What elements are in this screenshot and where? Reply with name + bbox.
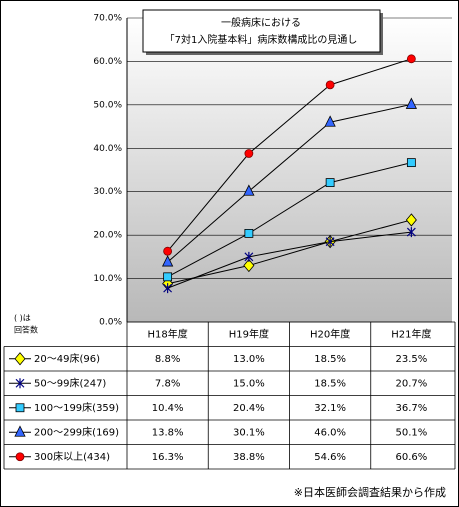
table-value: 50.1% [395, 427, 427, 438]
legend-label: 200～299床(169) [34, 425, 119, 438]
table-value: 13.8% [152, 427, 184, 438]
marker [405, 97, 418, 109]
marker [163, 272, 173, 282]
marker [405, 213, 417, 227]
table-value: 15.0% [233, 378, 265, 389]
table-value: 10.4% [152, 403, 184, 414]
marker [15, 452, 25, 462]
marker [14, 352, 26, 366]
legend-label: 100～199床(359) [34, 401, 119, 414]
table-value: 60.6% [395, 452, 427, 463]
series-line [167, 103, 412, 263]
title-box [142, 9, 381, 53]
marker [14, 425, 26, 437]
marker [243, 184, 255, 196]
series-line [167, 219, 412, 285]
marker [244, 149, 254, 158]
plot-area [127, 18, 452, 322]
marker [163, 246, 173, 256]
table-value: 46.0% [314, 427, 346, 438]
table-value: 38.8% [233, 452, 265, 463]
y-tick-label: 40.0% [93, 144, 122, 154]
series-line [167, 58, 412, 252]
marker [243, 258, 255, 273]
note: ( )は [14, 314, 31, 323]
y-tick-label: 30.0% [93, 187, 122, 197]
x-tick-label: H20年度 [310, 327, 350, 340]
marker [324, 115, 336, 127]
table-value: 20.7% [395, 378, 427, 389]
table-value: 54.6% [314, 452, 346, 463]
table-value: 18.5% [314, 378, 346, 389]
marker [406, 227, 416, 238]
chart-title: 一般病床における [221, 16, 301, 29]
y-tick-label: 70.0% [93, 14, 122, 24]
table-value: 13.0% [233, 354, 265, 365]
y-tick-label: 0.0% [99, 318, 122, 328]
legend-label: 20～49床(96) [34, 352, 100, 365]
footnote: ※日本医師会調査結果から作成 [294, 485, 446, 499]
legend-label: 50～99床(247) [34, 376, 106, 389]
x-tick-label: H21年度 [391, 327, 431, 340]
table-value: 16.3% [152, 452, 184, 463]
x-tick-label: H18年度 [148, 327, 188, 340]
x-tick-label: H19年度 [229, 327, 269, 340]
table-value: 7.8% [155, 378, 180, 389]
marker [406, 158, 416, 168]
table-value: 23.5% [395, 354, 427, 365]
chart-title: 「7対1入院基本料」病床数構成比の見通し [165, 33, 358, 46]
marker [244, 229, 254, 238]
table-value: 20.4% [233, 403, 265, 414]
marker [161, 255, 174, 267]
y-tick-label: 20.0% [93, 231, 122, 241]
y-tick-label: 60.0% [93, 57, 122, 67]
legend-label: 300床以上(434) [34, 450, 110, 463]
y-tick-label: 10.0% [93, 274, 122, 284]
note: 回答数 [14, 325, 38, 335]
table-value: 32.1% [314, 403, 346, 414]
marker [15, 403, 25, 413]
marker [15, 378, 25, 389]
series-line [167, 231, 412, 289]
y-tick-label: 50.0% [93, 100, 122, 110]
table-value: 36.7% [395, 403, 427, 414]
marker [244, 251, 254, 262]
marker [406, 54, 416, 64]
marker [325, 178, 335, 187]
table-value: 30.1% [233, 427, 265, 438]
table-value: 8.8% [155, 354, 180, 365]
marker [163, 283, 173, 294]
marker [325, 80, 335, 90]
series-line [167, 162, 412, 278]
table-value: 18.5% [314, 354, 346, 365]
marker [325, 236, 335, 247]
